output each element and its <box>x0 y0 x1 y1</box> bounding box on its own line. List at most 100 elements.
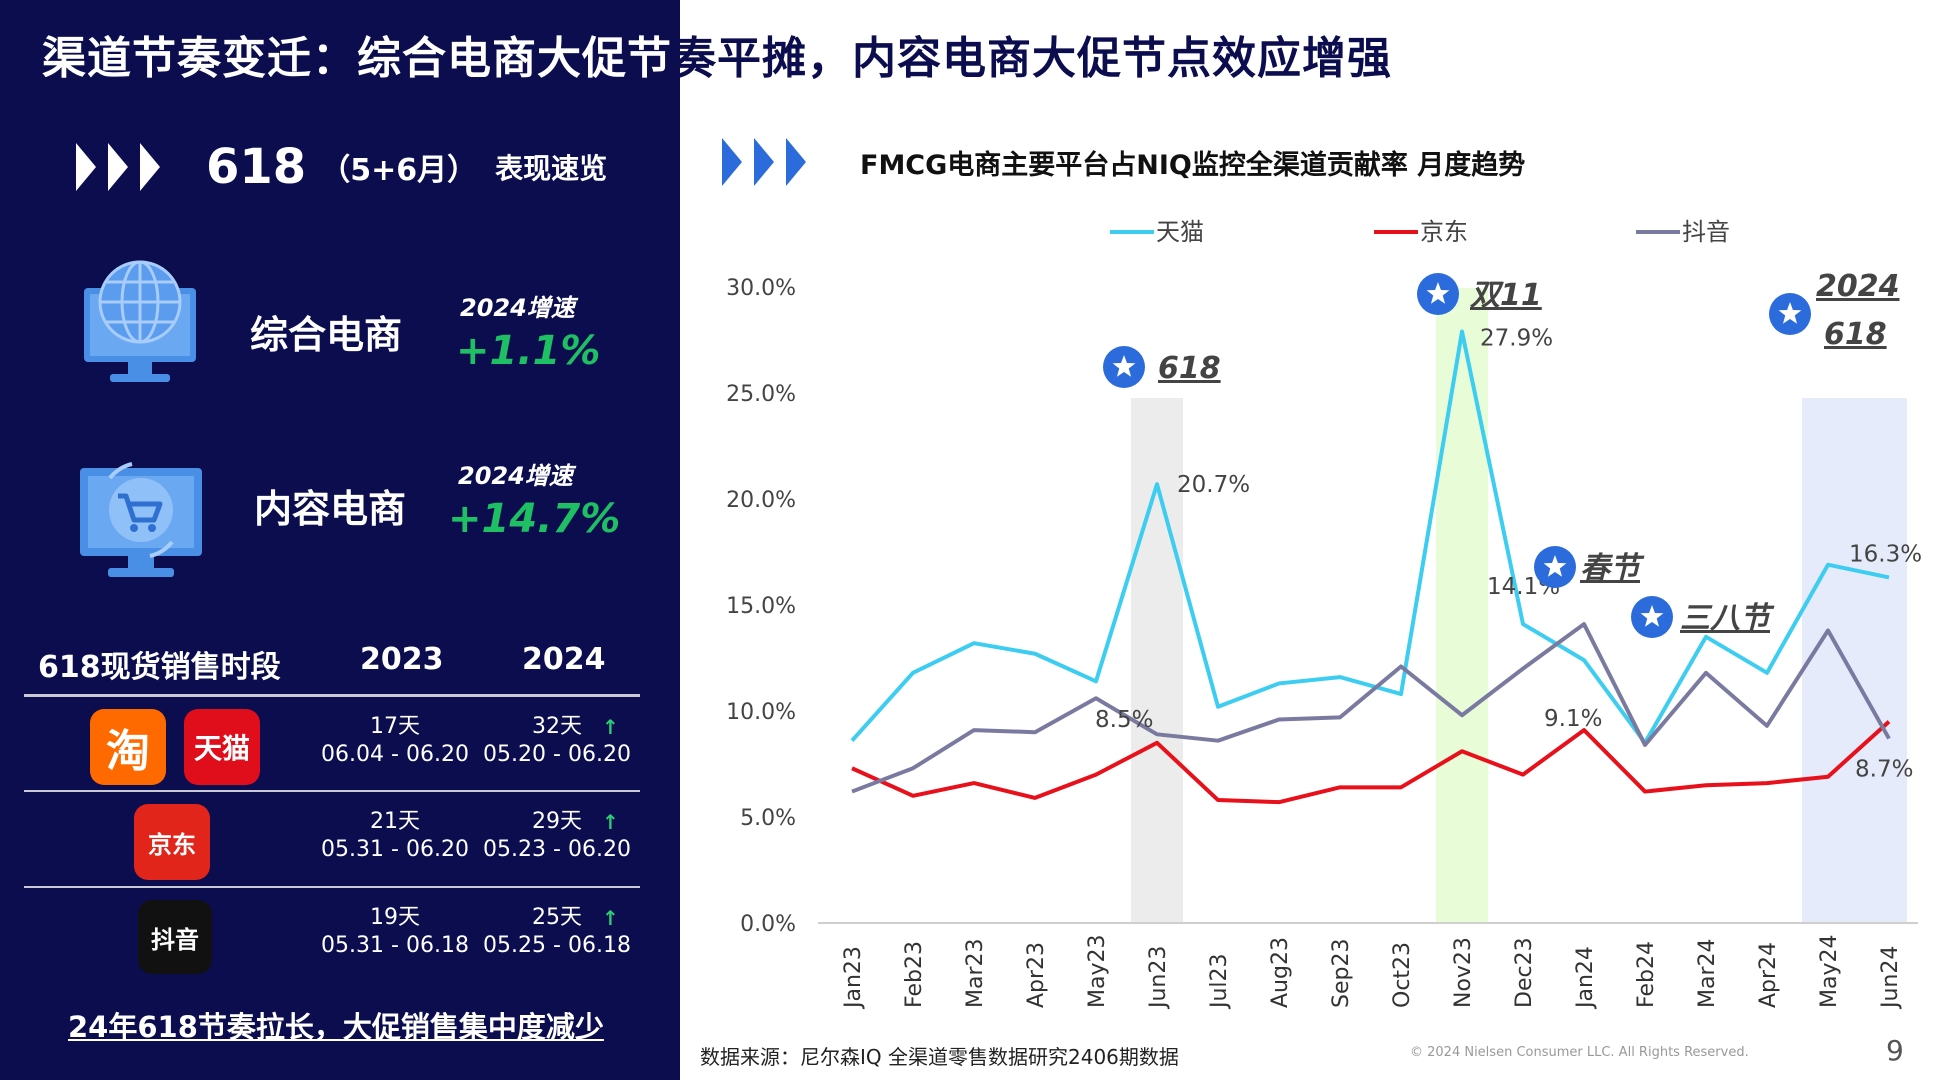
x-tick-label: Jan23 <box>841 946 866 1010</box>
sales-table-header: 618现货销售时段 2023 2024 <box>24 636 640 686</box>
cell-2024: 32天 05.20 - 06.20 <box>483 714 631 767</box>
data-label: 8.5% <box>1095 707 1153 733</box>
overview-label: 表现速览 <box>495 152 608 185</box>
highlight-band <box>1436 288 1488 923</box>
star-icon <box>1778 302 1802 324</box>
event-label: 春节 <box>1580 551 1645 586</box>
source-note: 数据来源：尼尔森IQ 全渠道零售数据研究2406期数据 <box>700 1045 1179 1069</box>
y-tick-label: 20.0% <box>726 488 796 513</box>
star-badge-icon <box>1417 273 1459 315</box>
x-tick-label: Jul23 <box>1207 953 1232 1010</box>
y-tick-label: 0.0% <box>740 912 796 937</box>
x-tick-label: Oct23 <box>1390 942 1415 1008</box>
triple-chevron-icon <box>722 138 806 186</box>
sales-header-label: 618现货销售时段 <box>38 650 281 685</box>
x-tick-label: Dec23 <box>1512 937 1537 1008</box>
y-tick-label: 15.0% <box>726 594 796 619</box>
sales-header-2023: 2023 <box>360 642 444 677</box>
y-tick-label: 25.0% <box>726 382 796 407</box>
taobao-logo: 淘 <box>90 709 166 785</box>
chart-header: FMCG电商主要平台占NIQ监控全渠道贡献率 月度趋势 <box>718 132 1525 192</box>
chart-title: FMCG电商主要平台占NIQ监控全渠道贡献率 月度趋势 <box>860 149 1526 181</box>
x-tick-label: May24 <box>1817 935 1842 1008</box>
card-general-ecommerce: 综合电商 2024增速 +1.1% <box>70 254 630 404</box>
legend-label: 抖音 <box>1682 218 1730 246</box>
event-label: 2024 <box>1816 269 1900 304</box>
x-tick-label: May23 <box>1085 935 1110 1008</box>
x-tick-label: Jun24 <box>1878 946 1903 1010</box>
cart-monitor-icon <box>80 462 202 577</box>
star-icon <box>1543 555 1567 577</box>
star-icon <box>1640 605 1664 627</box>
triple-chevron-icon <box>76 143 160 191</box>
table-row: 抖音 19天 05.31 - 06.18 25天 05.25 - 06.18 ↑ <box>24 886 640 982</box>
highlight-band <box>1131 398 1183 923</box>
title-band: 渠道节奏变迁：综合电商大促节奏平摊，内容电商大促节点效应增强 <box>0 0 1952 112</box>
y-tick-label: 30.0% <box>726 276 796 301</box>
growth-value: +1.1% <box>456 328 601 374</box>
arrow-up-icon: ↑ <box>602 810 619 834</box>
left-footer-note: 24年618节奏拉长，大促销售集中度减少 <box>68 1010 604 1044</box>
event-label: 三八节 <box>1680 601 1775 636</box>
data-label: 27.9% <box>1480 326 1553 352</box>
page-number: 9 <box>1886 1034 1904 1067</box>
overview-number: 618 <box>206 139 307 195</box>
arrow-up-icon: ↑ <box>602 715 619 739</box>
x-tick-label: Apr23 <box>1024 942 1049 1008</box>
legend-label: 京东 <box>1420 218 1468 246</box>
card-name: 内容电商 <box>254 487 407 531</box>
cell-2024: 29天 05.23 - 06.20 <box>483 809 631 862</box>
x-tick-label: Sep23 <box>1329 939 1354 1008</box>
star-badge-icon <box>1103 346 1145 388</box>
data-label: 8.7% <box>1855 757 1913 783</box>
x-tick-label: Nov23 <box>1451 937 1476 1008</box>
star-icon <box>1112 355 1136 377</box>
card-name: 综合电商 <box>250 313 403 357</box>
data-label: 20.7% <box>1177 472 1250 498</box>
highlight-band <box>1802 398 1907 923</box>
y-tick-label: 10.0% <box>726 700 796 725</box>
jd-logo: 京东 <box>134 804 210 880</box>
table-row: 淘 天猫 17天 06.04 - 06.20 32天 05.20 - 06.20 ↑ <box>24 694 640 790</box>
star-badge-icon <box>1769 293 1811 335</box>
data-label: 14.1% <box>1487 574 1560 600</box>
x-tick-label: Mar23 <box>963 938 988 1008</box>
douyin-logo: 抖音 <box>138 900 212 974</box>
event-label: 618 <box>1824 317 1887 352</box>
growth-value: +14.7% <box>448 496 621 542</box>
x-tick-label: Jan24 <box>1573 946 1598 1010</box>
sales-header-2024: 2024 <box>522 642 606 677</box>
table-row: 京东 21天 05.31 - 06.20 29天 05.23 - 06.20 ↑ <box>24 790 640 886</box>
overview-header: 618 （5+6月） 表现速览 <box>72 132 607 202</box>
event-label: 双11 <box>1470 278 1542 313</box>
overview-period: （5+6月） <box>320 153 478 188</box>
star-badge-icon <box>1631 596 1673 638</box>
legend-label: 天猫 <box>1156 218 1204 246</box>
cell-2023: 21天 05.31 - 06.20 <box>321 809 469 862</box>
x-tick-label: Aug23 <box>1268 937 1293 1008</box>
arrow-up-icon: ↑ <box>602 906 619 930</box>
x-tick-label: Jun23 <box>1146 946 1171 1010</box>
series-line <box>851 720 1891 805</box>
x-tick-label: Feb24 <box>1634 941 1659 1008</box>
cell-2023: 17天 06.04 - 06.20 <box>321 714 469 767</box>
growth-label: 2024增速 <box>458 462 573 490</box>
star-icon <box>1426 282 1450 304</box>
cell-2024: 25天 05.25 - 06.18 <box>483 905 631 958</box>
x-tick-label: Apr24 <box>1756 942 1781 1008</box>
cell-2023: 19天 05.31 - 06.18 <box>321 905 469 958</box>
star-badge-icon <box>1534 546 1576 588</box>
growth-label: 2024增速 <box>460 294 575 322</box>
y-tick-label: 5.0% <box>740 806 796 831</box>
x-tick-label: Feb23 <box>902 941 927 1008</box>
data-label: 9.1% <box>1544 706 1602 732</box>
globe-monitor-icon <box>84 260 196 382</box>
event-label: 618 <box>1158 351 1221 386</box>
data-label: 16.3% <box>1849 541 1922 567</box>
card-content-ecommerce: 内容电商 2024增速 +14.7% <box>70 420 630 577</box>
series-line <box>850 329 1890 745</box>
copyright: © 2024 Nielsen Consumer LLC. All Rights … <box>1410 1045 1749 1060</box>
x-tick-label: Mar24 <box>1695 938 1720 1008</box>
series-line <box>851 622 1891 794</box>
page-title: 渠道节奏变迁：综合电商大促节奏平摊，内容电商大促节点效应增强 <box>42 33 1392 84</box>
